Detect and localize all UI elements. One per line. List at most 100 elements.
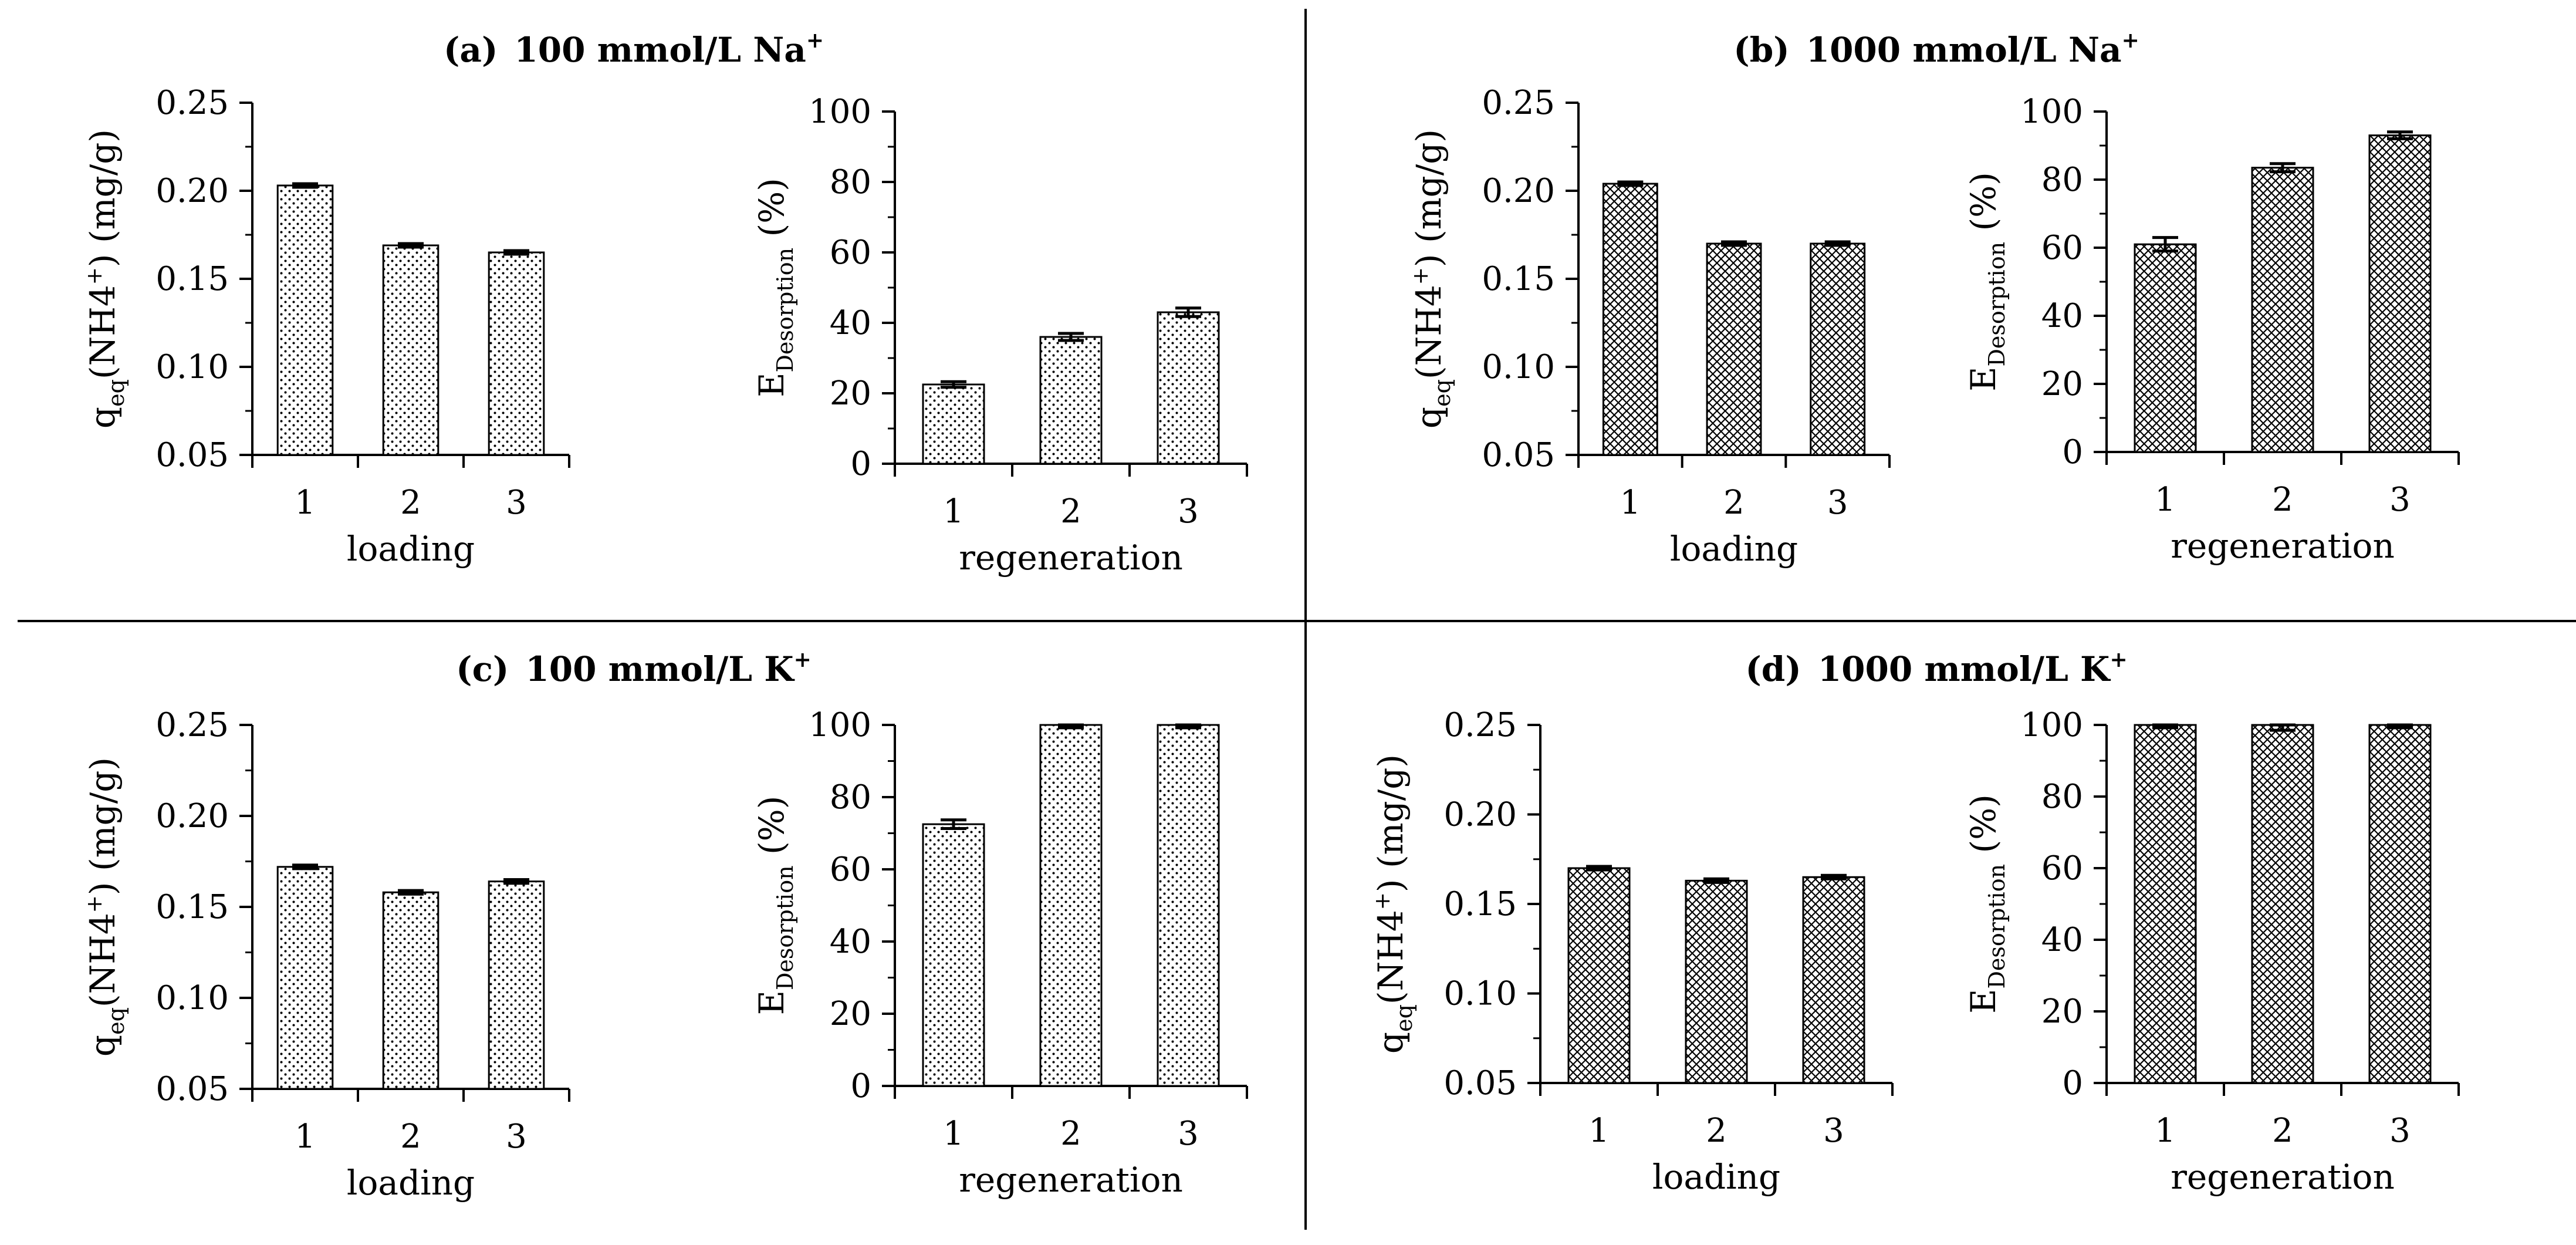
y-tick-label: 0.25 bbox=[155, 84, 229, 122]
y-axis-label: EDesorption (%) bbox=[752, 796, 798, 1015]
x-tick-label-1: 1 bbox=[943, 492, 964, 531]
panel-title-a: (a) 100 mmol/L Na+ bbox=[444, 28, 824, 70]
y-tick-label: 0.10 bbox=[1443, 975, 1517, 1013]
x-tick-label-1: 1 bbox=[2155, 1112, 2176, 1150]
y-tick-label: 20 bbox=[830, 995, 871, 1033]
x-axis-label: loading bbox=[347, 529, 475, 569]
y-tick-label: 0.05 bbox=[1482, 436, 1555, 474]
x-tick-label-2: 2 bbox=[1060, 1115, 1081, 1153]
y-axis-label: qeq(NH4+) (mg/g) bbox=[1409, 129, 1455, 429]
y-tick-label: 0.15 bbox=[155, 260, 229, 298]
bar-1 bbox=[276, 866, 334, 1090]
chart-a-regeneration: 0 20 40 60 80 100 1 2 3 regeneration EDesorption (… bbox=[752, 93, 1248, 578]
y-tick-label: 0.15 bbox=[1443, 885, 1517, 923]
x-tick-label-3: 3 bbox=[1178, 492, 1199, 531]
x-tick-label-2: 2 bbox=[2272, 481, 2293, 519]
x-tick-label-1: 1 bbox=[295, 1118, 316, 1156]
y-tick-label: 0.05 bbox=[155, 436, 229, 474]
y-tick-label: 100 bbox=[2020, 93, 2083, 131]
chart-c-loading: 0.05 0.10 0.15 0.20 0.25 1 2 3 loading qeq(NH4+) … bbox=[83, 706, 570, 1203]
bar-2 bbox=[2251, 167, 2314, 453]
y-tick-label: 60 bbox=[2041, 229, 2083, 267]
y-tick-label: 0.10 bbox=[155, 979, 229, 1017]
x-axis-label: regeneration bbox=[959, 1160, 1183, 1200]
y-tick-label: 0.25 bbox=[155, 706, 229, 744]
bar-2 bbox=[1039, 336, 1103, 465]
x-tick-label-1: 1 bbox=[1588, 1112, 1610, 1150]
x-tick-label-1: 1 bbox=[2155, 481, 2176, 519]
bar-3 bbox=[1810, 242, 1866, 456]
y-tick-label: 80 bbox=[2041, 778, 2083, 816]
x-axis-label: regeneration bbox=[2171, 526, 2395, 566]
panel-title-d: (d) 1000 mmol/L K+ bbox=[1745, 647, 2127, 689]
y-tick-label: 0 bbox=[850, 1067, 871, 1105]
panel-title-c: (c) 100 mmol/L K+ bbox=[456, 647, 812, 689]
y-tick-label: 0.20 bbox=[1482, 172, 1555, 210]
y-tick-label: 40 bbox=[830, 923, 871, 961]
x-tick-label-2: 2 bbox=[400, 484, 421, 522]
y-tick-label: 0.10 bbox=[155, 348, 229, 386]
y-axis-label: EDesorption (%) bbox=[752, 178, 798, 397]
y-tick-label: 0.05 bbox=[1443, 1064, 1517, 1102]
x-tick-label-2: 2 bbox=[400, 1118, 421, 1156]
x-axis-label: regeneration bbox=[2171, 1157, 2395, 1197]
bar-1 bbox=[2134, 243, 2197, 453]
y-axis-label: qeq(NH4+) (mg/g) bbox=[83, 757, 129, 1057]
x-tick-label-2: 2 bbox=[1706, 1112, 1727, 1150]
y-axis-label: EDesorption (%) bbox=[1963, 172, 2010, 392]
chart-c-regeneration: 0 20 40 60 80 100 1 2 3 regeneration EDesorption (… bbox=[752, 706, 1248, 1200]
bar-3 bbox=[488, 251, 545, 456]
y-tick-label: 0 bbox=[2062, 433, 2083, 471]
bar-3 bbox=[1157, 724, 1220, 1087]
bar-2 bbox=[1039, 724, 1103, 1087]
bar-3 bbox=[2368, 134, 2432, 453]
bar-3 bbox=[1157, 311, 1220, 465]
y-tick-label: 0.25 bbox=[1482, 84, 1555, 122]
y-tick-label: 0.20 bbox=[155, 797, 229, 835]
y-tick-label: 100 bbox=[809, 706, 871, 744]
x-tick-label-3: 3 bbox=[1823, 1112, 1844, 1150]
bar-2 bbox=[1685, 879, 1748, 1084]
y-axis-label: EDesorption (%) bbox=[1963, 794, 2010, 1014]
y-axis-label: qeq(NH4+) (mg/g) bbox=[1371, 754, 1417, 1054]
y-tick-label: 80 bbox=[830, 778, 871, 816]
x-tick-label-3: 3 bbox=[1827, 484, 1848, 522]
y-tick-label: 40 bbox=[830, 304, 871, 342]
chart-a-loading: 0.05 0.10 0.15 0.20 0.25 1 2 3 loading qeq(NH4+) … bbox=[83, 84, 570, 569]
panel-title-b: (b) 1000 mmol/L Na+ bbox=[1733, 28, 2139, 70]
y-tick-label: 0.15 bbox=[155, 888, 229, 926]
bar-1 bbox=[1602, 183, 1658, 456]
x-tick-label-1: 1 bbox=[1620, 484, 1641, 522]
y-tick-label: 100 bbox=[809, 93, 871, 131]
x-tick-label-3: 3 bbox=[506, 1118, 527, 1156]
x-tick-label-2: 2 bbox=[2272, 1112, 2293, 1150]
y-tick-label: 0.20 bbox=[1443, 796, 1517, 834]
charts-layer: 0.05 0.10 0.15 0.20 0.25 1 2 3 loading qeq(NH4+) … bbox=[83, 84, 2460, 1203]
chart-d-regeneration: 0 20 40 60 80 100 1 2 3 regeneration EDesorption (… bbox=[1963, 706, 2460, 1197]
y-tick-label: 80 bbox=[2041, 161, 2083, 199]
x-tick-label-3: 3 bbox=[1178, 1115, 1199, 1153]
y-tick-label: 60 bbox=[2041, 849, 2083, 888]
bar-3 bbox=[2368, 724, 2432, 1084]
y-tick-label: 20 bbox=[2041, 365, 2083, 403]
x-axis-label: regeneration bbox=[959, 538, 1183, 578]
y-tick-label: 80 bbox=[830, 163, 871, 201]
bar-1 bbox=[276, 184, 334, 456]
x-tick-label-1: 1 bbox=[295, 484, 316, 522]
y-tick-label: 20 bbox=[830, 374, 871, 413]
y-tick-label: 0.15 bbox=[1482, 260, 1555, 298]
bar-2 bbox=[382, 244, 440, 456]
bar-1 bbox=[922, 823, 985, 1087]
x-tick-label-2: 2 bbox=[1723, 484, 1745, 522]
y-tick-label: 40 bbox=[2041, 921, 2083, 959]
y-axis-label: qeq(NH4+) (mg/g) bbox=[83, 129, 129, 429]
y-tick-label: 60 bbox=[830, 851, 871, 889]
bar-3 bbox=[488, 880, 545, 1090]
y-tick-label: 0.10 bbox=[1482, 348, 1555, 386]
bar-2 bbox=[382, 891, 440, 1090]
x-tick-label-3: 3 bbox=[2389, 1112, 2411, 1150]
y-tick-label: 20 bbox=[2041, 993, 2083, 1031]
bar-1 bbox=[2134, 724, 2197, 1084]
bar-3 bbox=[1802, 876, 1865, 1084]
